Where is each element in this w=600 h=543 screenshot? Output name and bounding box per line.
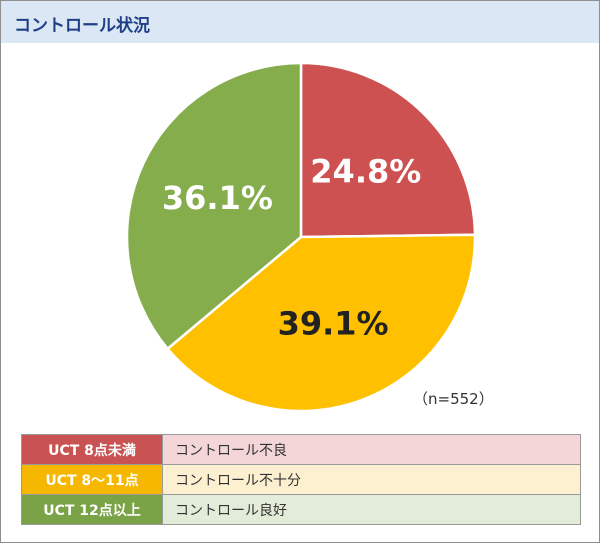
legend-key-poor: UCT 8点未満 — [21, 434, 163, 465]
slice-label-poor: 24.8% — [310, 152, 421, 190]
legend-row-poor: UCT 8点未満 コントロール不良 — [21, 434, 581, 465]
panel-header: コントロール状況 — [1, 1, 599, 43]
pie-chart: 24.8% 39.1% 36.1% — [125, 61, 477, 413]
legend-row-insufficient: UCT 8～11点 コントロール不十分 — [21, 464, 581, 495]
legend-key-good: UCT 12点以上 — [21, 494, 163, 525]
legend-key-insufficient: UCT 8～11点 — [21, 464, 163, 495]
legend-row-good: UCT 12点以上 コントロール良好 — [21, 494, 581, 525]
slice-poor — [299, 61, 477, 239]
slice-label-good: 36.1% — [162, 179, 273, 217]
legend-desc-good: コントロール良好 — [162, 494, 581, 525]
panel-title: コントロール状況 — [14, 16, 150, 36]
legend-desc-poor: コントロール不良 — [162, 434, 581, 465]
slice-good — [125, 61, 303, 350]
legend-desc-insufficient: コントロール不十分 — [162, 464, 581, 495]
sample-size-label: （n=552） — [413, 390, 494, 408]
legend-table: UCT 8点未満 コントロール不良 UCT 8～11点 コントロール不十分 UC… — [21, 434, 581, 525]
slice-label-insufficient: 39.1% — [278, 305, 389, 343]
slice-insufficient — [166, 233, 477, 413]
